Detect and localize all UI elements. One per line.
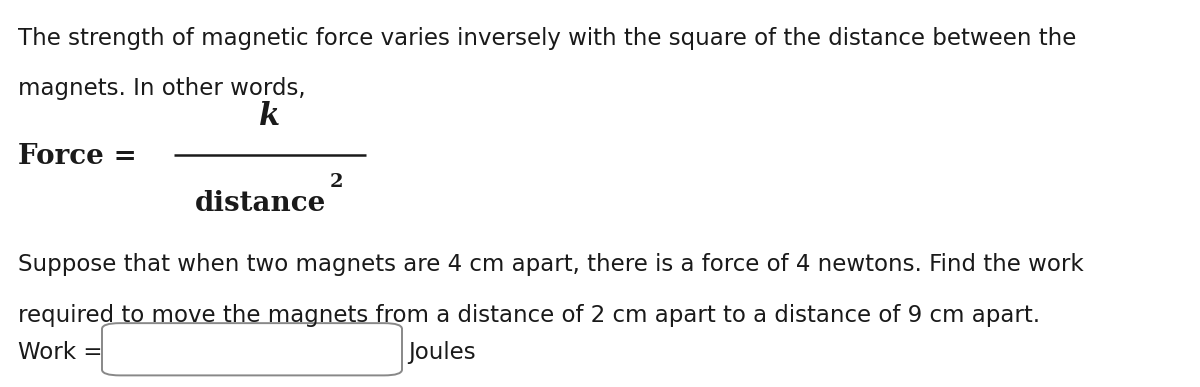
Text: distance: distance — [194, 190, 326, 217]
Text: Joules: Joules — [408, 341, 475, 364]
Text: 2: 2 — [329, 173, 343, 191]
Text: Force =: Force = — [18, 143, 137, 170]
Text: magnets. In other words,: magnets. In other words, — [18, 77, 306, 100]
FancyBboxPatch shape — [102, 323, 402, 375]
Text: The strength of magnetic force varies inversely with the square of the distance : The strength of magnetic force varies in… — [18, 27, 1076, 50]
Text: Suppose that when two magnets are 4 cm apart, there is a force of 4 newtons. Fin: Suppose that when two magnets are 4 cm a… — [18, 253, 1084, 276]
Text: required to move the magnets from a distance of 2 cm apart to a distance of 9 cm: required to move the magnets from a dist… — [18, 304, 1040, 327]
Text: Work =: Work = — [18, 341, 102, 364]
Text: k: k — [259, 101, 281, 132]
